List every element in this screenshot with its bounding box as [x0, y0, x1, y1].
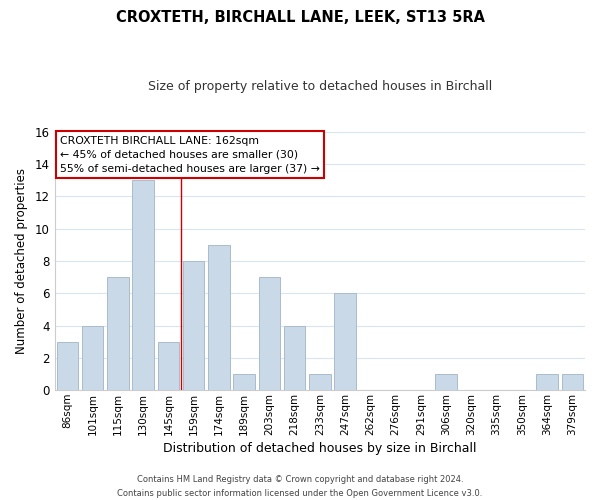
Bar — [562, 374, 583, 390]
Bar — [133, 180, 154, 390]
Bar — [536, 374, 558, 390]
Bar — [436, 374, 457, 390]
Bar — [334, 293, 356, 390]
Text: CROXTETH BIRCHALL LANE: 162sqm
← 45% of detached houses are smaller (30)
55% of : CROXTETH BIRCHALL LANE: 162sqm ← 45% of … — [60, 136, 320, 173]
Bar — [309, 374, 331, 390]
Bar — [233, 374, 255, 390]
X-axis label: Distribution of detached houses by size in Birchall: Distribution of detached houses by size … — [163, 442, 476, 455]
Text: CROXTETH, BIRCHALL LANE, LEEK, ST13 5RA: CROXTETH, BIRCHALL LANE, LEEK, ST13 5RA — [115, 10, 485, 25]
Y-axis label: Number of detached properties: Number of detached properties — [15, 168, 28, 354]
Title: Size of property relative to detached houses in Birchall: Size of property relative to detached ho… — [148, 80, 492, 93]
Bar — [259, 277, 280, 390]
Bar — [82, 326, 103, 390]
Text: Contains HM Land Registry data © Crown copyright and database right 2024.
Contai: Contains HM Land Registry data © Crown c… — [118, 476, 482, 498]
Bar — [56, 342, 78, 390]
Bar — [183, 261, 205, 390]
Bar — [208, 245, 230, 390]
Bar — [158, 342, 179, 390]
Bar — [107, 277, 128, 390]
Bar — [284, 326, 305, 390]
